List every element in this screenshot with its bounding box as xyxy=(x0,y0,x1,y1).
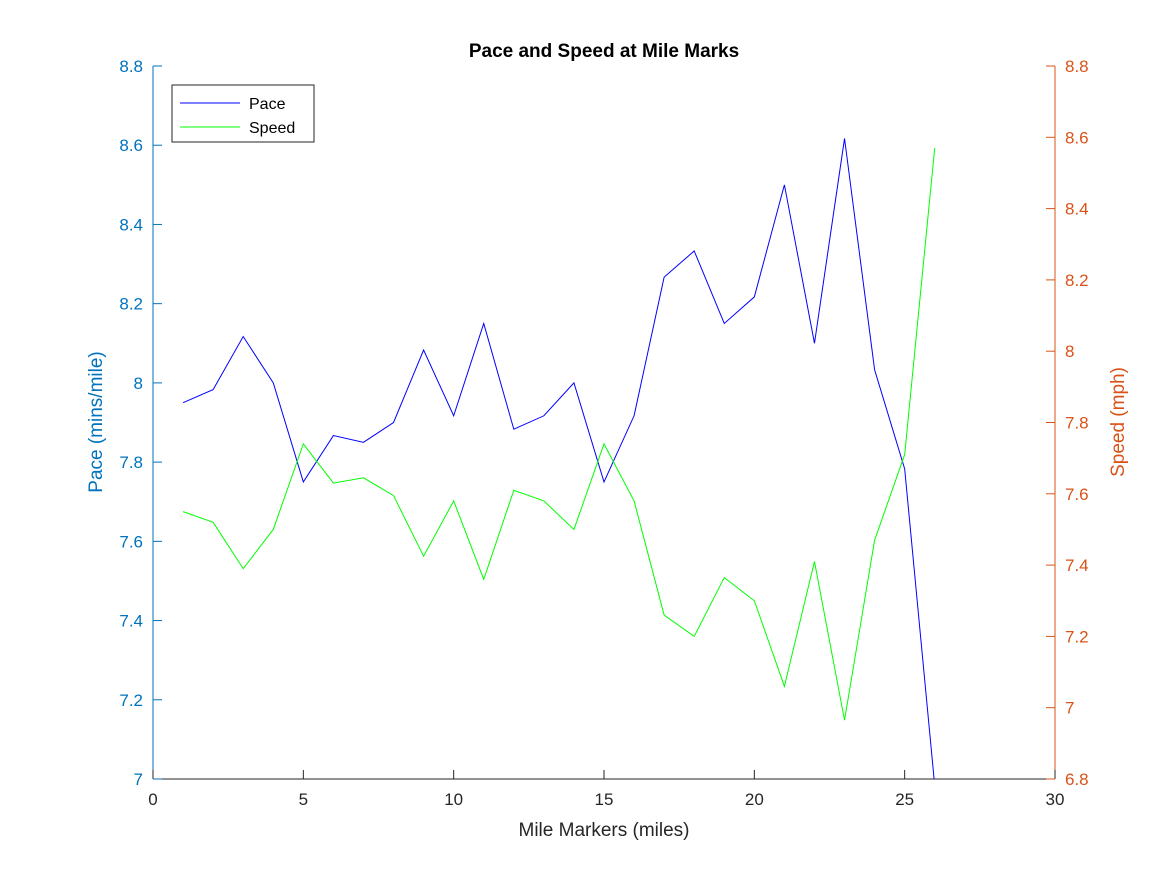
y-left-tick-label: 8.6 xyxy=(119,136,143,155)
y-left-axis-label: Pace (mins/mile) xyxy=(86,351,107,492)
y-left-tick-label: 8 xyxy=(134,374,143,393)
x-tick-label: 20 xyxy=(745,790,764,809)
y-right-tick-label: 7.2 xyxy=(1065,627,1089,646)
series-line-speed xyxy=(182,147,936,721)
legend: Pace Speed xyxy=(171,84,315,143)
y-left-tick-label: 7.4 xyxy=(119,612,143,631)
y-right-tick-label: 8.6 xyxy=(1065,128,1089,147)
x-tick-label: 5 xyxy=(299,790,308,809)
plot-area xyxy=(153,66,1055,779)
ticks: 0 5 10 15 20 25 30 7 7.2 7.4 7.6 7.8 8 8.2 8.4 8.6 8.8 6.… xyxy=(119,57,1088,809)
y-right-tick-label: 8.4 xyxy=(1065,200,1089,219)
x-tick-label: 30 xyxy=(1046,790,1065,809)
y-right-tick-label: 8 xyxy=(1065,342,1074,361)
x-axis-label: Mile Markers (miles) xyxy=(519,820,690,841)
legend-box xyxy=(171,84,315,143)
y-left-tick-label: 8.8 xyxy=(119,57,143,76)
y-left-tick-label: 8.4 xyxy=(119,215,143,234)
x-tick-label: 15 xyxy=(595,790,614,809)
y-left-tick-label: 7 xyxy=(134,770,143,789)
y-right-tick-label: 7.6 xyxy=(1065,485,1089,504)
x-tick-label: 25 xyxy=(895,790,914,809)
series-lines xyxy=(182,138,936,779)
y-right-tick-label: 7.8 xyxy=(1065,414,1089,433)
y-left-tick-label: 7.6 xyxy=(119,532,143,551)
chart-title: Pace and Speed at Mile Marks xyxy=(469,41,739,62)
series-line-pace xyxy=(182,138,935,779)
y-right-tick-label: 8.8 xyxy=(1065,57,1089,76)
legend-label-speed: Speed xyxy=(249,120,295,137)
y-right-axis-label: Speed (mph) xyxy=(1108,367,1129,477)
y-right-tick-label: 7.4 xyxy=(1065,556,1089,575)
legend-label-pace: Pace xyxy=(249,96,286,113)
y-left-tick-label: 7.8 xyxy=(119,453,143,472)
x-tick-label: 0 xyxy=(148,790,157,809)
y-right-tick-label: 6.8 xyxy=(1065,770,1089,789)
y-left-tick-label: 7.2 xyxy=(119,691,143,710)
y-right-tick-label: 7 xyxy=(1065,699,1074,718)
x-tick-label: 10 xyxy=(444,790,463,809)
y-left-tick-label: 8.2 xyxy=(119,295,143,314)
y-right-tick-label: 8.2 xyxy=(1065,271,1089,290)
